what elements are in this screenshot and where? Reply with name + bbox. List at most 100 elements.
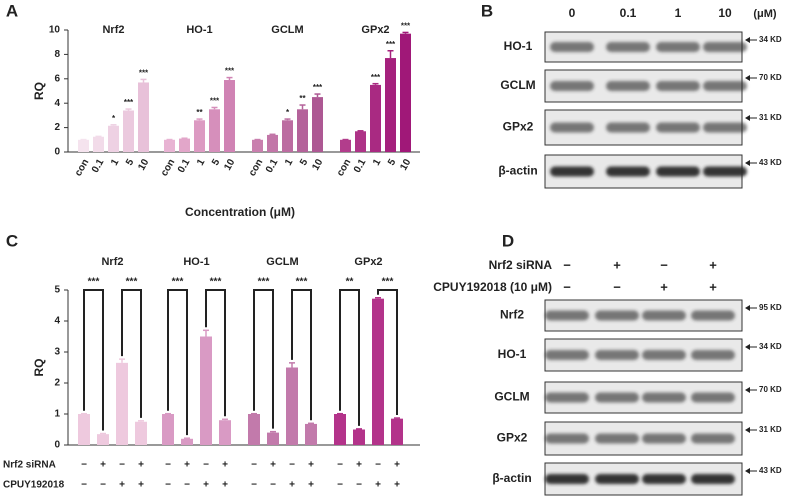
blot-band: [642, 392, 686, 403]
blot-band: [703, 122, 747, 133]
significance: ***: [124, 98, 134, 107]
group-title: GCLM: [271, 24, 303, 36]
group-title: Nrf2: [101, 256, 123, 268]
bar: [97, 434, 109, 445]
condition-sign: −: [251, 480, 257, 491]
blot-band: [703, 166, 747, 177]
condition-sign: +: [375, 480, 381, 491]
bar: [334, 414, 346, 445]
bar: [400, 33, 411, 152]
bar: [252, 139, 263, 152]
size-arrowhead: [745, 305, 750, 311]
bar: [340, 139, 351, 152]
condition-sign: −: [165, 460, 171, 471]
bar: [267, 134, 278, 152]
significance: ***: [210, 97, 220, 106]
significance: ***: [371, 73, 381, 82]
comparison-bracket: [377, 289, 398, 416]
size-arrowhead: [745, 75, 750, 81]
blot-band: [703, 42, 747, 52]
blot-band: [545, 433, 589, 444]
condition-label: Nrf2 siRNA: [3, 460, 56, 471]
significance: ***: [225, 67, 235, 76]
panel-label: C: [6, 231, 18, 250]
size-arrowhead: [745, 115, 750, 121]
size-label: 43 KD: [759, 466, 782, 475]
significance: ***: [401, 22, 411, 31]
condition-sign: +: [138, 460, 144, 471]
blot-row-label: GCLM: [500, 78, 535, 92]
y-tick-label: 3: [54, 347, 60, 358]
blot-band: [545, 474, 589, 484]
condition-sign: −: [81, 460, 87, 471]
condition-label: Nrf2 siRNA: [489, 258, 553, 272]
condition-sign: −: [563, 257, 571, 272]
significance: **: [346, 277, 354, 288]
y-tick-label: 0: [54, 147, 60, 158]
condition-sign: −: [356, 480, 362, 491]
size-label: 31 KD: [759, 425, 782, 434]
condition-sign: +: [709, 279, 717, 294]
condition-sign: −: [81, 480, 87, 491]
size-arrowhead: [745, 37, 750, 43]
group-title: Nrf2: [102, 24, 124, 36]
bar: [248, 414, 260, 445]
significance: **: [299, 94, 306, 103]
y-axis-title: RQ: [32, 82, 46, 100]
significance: ***: [296, 277, 308, 288]
bar: [194, 120, 205, 152]
size-arrowhead: [745, 344, 750, 350]
condition-sign: +: [709, 257, 717, 272]
lane-label: 0.1: [620, 6, 637, 20]
bar: [108, 125, 119, 152]
blot-band: [691, 392, 735, 403]
panel-label: B: [481, 1, 493, 20]
size-arrowhead: [745, 427, 750, 433]
condition-sign: +: [222, 460, 228, 471]
size-arrowhead: [745, 468, 750, 474]
blot-row-label: Nrf2: [500, 308, 524, 322]
condition-sign: −: [337, 460, 343, 471]
size-label: 70 KD: [759, 385, 782, 394]
comparison-bracket: [253, 289, 274, 429]
blot-band: [642, 474, 686, 484]
size-label: 34 KD: [759, 35, 782, 44]
blot-band: [550, 122, 594, 133]
x-tick-label: con: [159, 157, 177, 178]
bar: [200, 336, 212, 445]
condition-sign: −: [203, 460, 209, 471]
blot-band: [691, 310, 735, 321]
blot-row-label: β-actin: [492, 471, 531, 485]
bar: [385, 58, 396, 153]
x-tick-label: 0.1: [352, 157, 369, 175]
condition-label: CPUY192018 (10 μM): [433, 280, 552, 294]
x-tick-label: con: [335, 157, 353, 178]
significance: **: [196, 108, 203, 117]
condition-sign: −: [337, 480, 343, 491]
x-tick-label: 1: [109, 157, 122, 168]
condition-sign: +: [289, 480, 295, 491]
blot-row-label: GPx2: [503, 120, 534, 134]
blot-band: [595, 474, 639, 484]
condition-sign: +: [394, 480, 400, 491]
y-tick-label: 2: [54, 122, 60, 133]
panel-label: D: [502, 231, 514, 250]
significance: ***: [139, 69, 149, 78]
bar: [162, 414, 174, 445]
comparison-bracket: [339, 289, 360, 426]
x-tick-label: 10: [222, 157, 237, 173]
y-tick-label: 0: [54, 440, 60, 451]
blot-band: [550, 166, 594, 177]
condition-sign: +: [119, 480, 125, 491]
significance: ***: [382, 277, 394, 288]
blot-band: [545, 310, 589, 321]
bar: [224, 80, 235, 152]
bar: [391, 418, 403, 445]
y-tick-label: 2: [54, 378, 60, 389]
group-title: HO-1: [186, 24, 212, 36]
significance: *: [286, 108, 290, 117]
comparison-bracket: [83, 289, 104, 431]
bar: [116, 362, 128, 445]
condition-sign: +: [660, 279, 668, 294]
bar: [355, 131, 366, 152]
